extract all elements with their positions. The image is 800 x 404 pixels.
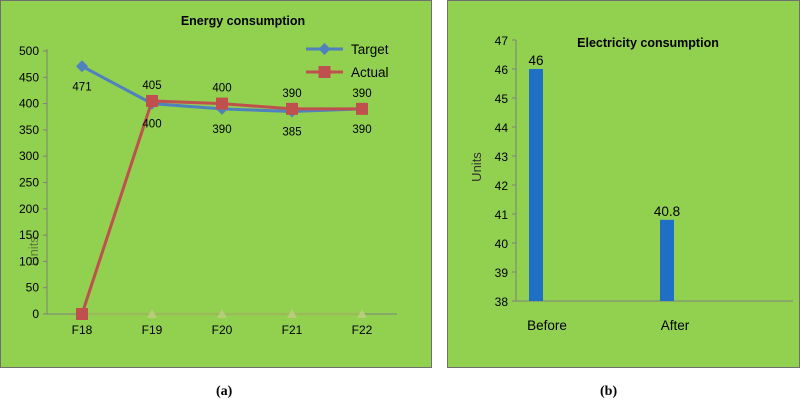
y-tick-label: 40 [495, 237, 509, 251]
y-tick-label: 38 [495, 295, 509, 309]
actual-point [76, 308, 88, 320]
actual-data-label: 390 [282, 88, 301, 100]
caption-b: (b) [600, 384, 618, 399]
y-tick-label: 47 [495, 34, 509, 48]
y-tick-label: 41 [495, 208, 509, 222]
y-tick-label: 350 [19, 123, 39, 137]
baseline-series-point [357, 309, 367, 318]
y-tick-label: 44 [495, 121, 509, 135]
target-data-label: 471 [72, 81, 91, 93]
target-data-label: 385 [282, 126, 301, 138]
x-tick-label: F22 [352, 323, 373, 337]
y-tick-label: 300 [19, 149, 39, 163]
y-tick-label: 43 [495, 150, 509, 164]
caption-a: (a) [216, 384, 233, 399]
energy-consumption-chart-panel: Energy consumption 0 50 100 150 200 250 300 350 4… [0, 0, 432, 368]
bar-data-label: 40.8 [654, 204, 680, 219]
chart-title: Energy consumption [181, 14, 305, 28]
legend-target-marker [318, 43, 331, 55]
actual-point [216, 97, 228, 110]
y-tick-label: 45 [495, 92, 509, 106]
x-tick-label: F18 [72, 323, 93, 337]
legend-actual-label: Actual [351, 65, 389, 80]
bar-data-label: 46 [528, 53, 543, 68]
baseline-series-point [287, 309, 297, 318]
baseline-series-point [147, 309, 157, 318]
chart-title: Electricity consumption [577, 36, 719, 50]
y-tick-label: 0 [32, 307, 39, 321]
y-tick-label: 500 [19, 44, 39, 58]
bar [529, 69, 543, 301]
x-tick-label: F21 [282, 323, 303, 337]
target-data-label: 400 [142, 119, 161, 131]
y-tick-label: 400 [19, 97, 39, 111]
electricity-consumption-chart: Electricity consumption 38 39 40 41 42 43 44 45 4… [469, 34, 793, 333]
target-data-label: 390 [212, 124, 231, 136]
actual-point [146, 94, 158, 107]
bar [660, 219, 674, 301]
actual-data-label: 400 [212, 83, 231, 95]
y-tick-label: 100 [19, 254, 39, 268]
y-tick-label: 50 [26, 281, 40, 295]
target-data-label: 390 [352, 124, 371, 136]
y-tick-label: 150 [19, 228, 39, 242]
y-axis-label: Units [26, 236, 41, 266]
y-tick-label: 39 [495, 266, 509, 280]
x-tick-label: Before [527, 318, 567, 333]
y-axis-label: Units [469, 152, 484, 182]
y-tick-label: 250 [19, 176, 39, 190]
actual-data-label: 390 [352, 88, 371, 100]
electricity-consumption-chart-panel: Electricity consumption 38 39 40 41 42 43 44 45 4… [447, 0, 800, 368]
y-tick-label: 450 [19, 70, 39, 84]
actual-data-label: 405 [142, 80, 161, 92]
actual-point [356, 102, 368, 115]
target-point [76, 60, 88, 73]
x-tick-label: After [661, 318, 690, 333]
baseline-series-point [217, 309, 227, 318]
y-tick-label: 42 [495, 179, 509, 193]
energy-consumption-chart: Energy consumption 0 50 100 150 200 250 300 350 4… [19, 14, 397, 337]
y-tick-label: 200 [19, 202, 39, 216]
y-tick-label: 46 [495, 63, 509, 77]
x-tick-label: F19 [142, 323, 163, 337]
legend-target-label: Target [351, 42, 389, 57]
x-tick-label: F20 [212, 323, 233, 337]
legend-actual-marker [318, 66, 331, 78]
actual-point [286, 102, 298, 115]
